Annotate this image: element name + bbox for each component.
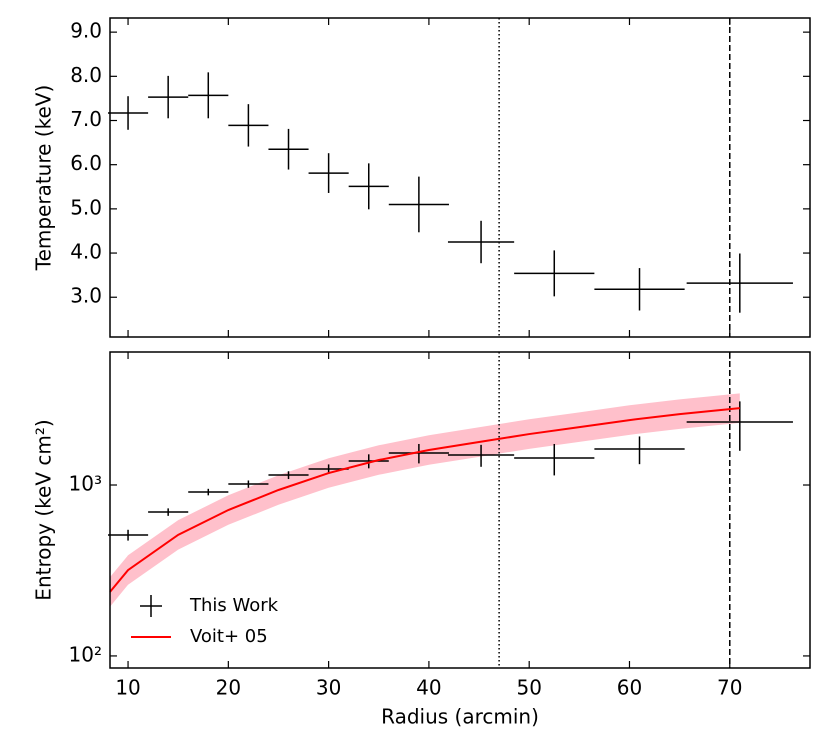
y-tick-label: 4.0: [70, 240, 102, 264]
x-tick-label: 60: [617, 676, 642, 700]
x-axis-label: Radius (arcmin): [381, 705, 539, 729]
y-tick-label: 7.0: [70, 107, 102, 131]
y-axis-label: Entropy (keV cm²): [32, 419, 56, 600]
y-axis-label: Temperature (keV): [32, 85, 56, 272]
y-tick-label: 3.0: [70, 284, 102, 308]
y-tick-label: 10³: [69, 472, 102, 496]
y-tick-label: 5.0: [70, 195, 102, 219]
x-tick-label: 20: [216, 676, 241, 700]
legend-label: This Work: [189, 595, 279, 616]
x-tick-label: 40: [416, 676, 441, 700]
plot-frame: [109, 17, 811, 338]
x-tick-label: 10: [115, 676, 140, 700]
x-tick-label: 70: [717, 676, 742, 700]
y-tick-label: 8.0: [70, 63, 102, 87]
band: [110, 393, 740, 607]
x-tick-label: 30: [316, 676, 341, 700]
plot-frame: [109, 351, 811, 669]
y-tick-label: 10²: [69, 642, 102, 666]
legend-label: Voit+ 05: [190, 626, 268, 647]
x-tick-label: 50: [516, 676, 541, 700]
model-line: [109, 407, 740, 593]
y-tick-label: 9.0: [70, 19, 102, 43]
y-tick-label: 6.0: [70, 151, 102, 175]
